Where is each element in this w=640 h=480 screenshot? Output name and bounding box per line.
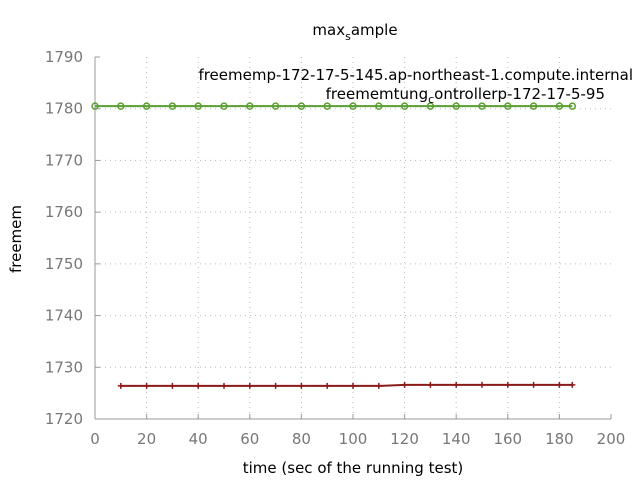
x-tick-label: 160 [493,430,522,448]
x-tick-label: 120 [390,430,419,448]
y-tick-label: 1780 [45,100,83,118]
legend-entry-2-b: ontrollerp-172-17-5-95 [434,85,605,103]
data-point [531,382,537,388]
x-tick-label: 20 [137,430,156,448]
chart-title-tail: ample [351,21,398,39]
y-tick-label: 1770 [45,151,83,169]
x-tick-label: 140 [442,430,471,448]
y-tick-label: 1720 [45,410,83,428]
legend-entry-2-a: freememtung [326,85,428,103]
x-tick-label: 40 [189,430,208,448]
x-axis-label: time (sec of the running test) [243,459,464,477]
y-tick-label: 1740 [45,307,83,325]
data-point [376,383,382,389]
data-point [350,383,356,389]
data-point [195,383,201,389]
series-1 [92,103,575,109]
data-point [569,382,575,388]
data-point [247,383,253,389]
x-tick-label: 60 [240,430,259,448]
tick-labels: 0 20 40 60 80 100 120 140 160 180 200 1720 1730 1740 1… [45,48,626,448]
series-group [92,103,575,389]
data-point [221,383,227,389]
data-point [402,382,408,388]
x-tick-label: 100 [339,430,368,448]
data-point [324,383,330,389]
data-point [298,383,304,389]
data-point [479,382,485,388]
legend-entry-1: freememp-172-17-5-145.ap-northeast-1.com… [198,66,633,84]
data-point [505,382,511,388]
data-point [118,383,124,389]
data-point [453,382,459,388]
x-tick-label: 180 [545,430,574,448]
x-tick-label: 0 [90,430,100,448]
y-tick-label: 1790 [45,48,83,66]
series-2 [118,382,576,389]
x-tick-label: 80 [292,430,311,448]
data-point [427,382,433,388]
y-tick-label: 1730 [45,358,83,376]
x-tick-label: 200 [597,430,626,448]
series-line [121,385,573,386]
data-point [273,383,279,389]
y-tick-label: 1760 [45,203,83,221]
y-axis-label: freemem [7,205,25,273]
legend-entry-2: freememtungcontrollerp-172-17-5-95 [326,85,605,106]
chart-title: maxsample [312,21,397,43]
data-point [169,383,175,389]
chart-title-main: max [312,21,345,39]
grid [95,57,611,419]
y-tick-label: 1750 [45,255,83,273]
data-point [144,383,150,389]
data-point [556,382,562,388]
